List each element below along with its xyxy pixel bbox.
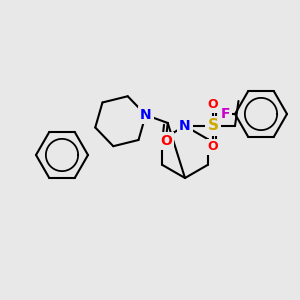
Text: F: F bbox=[220, 107, 230, 121]
Text: O: O bbox=[160, 134, 172, 148]
Text: O: O bbox=[208, 98, 218, 112]
Text: O: O bbox=[208, 140, 218, 154]
Text: N: N bbox=[179, 119, 191, 133]
Text: S: S bbox=[208, 118, 218, 134]
Text: N: N bbox=[140, 108, 152, 122]
